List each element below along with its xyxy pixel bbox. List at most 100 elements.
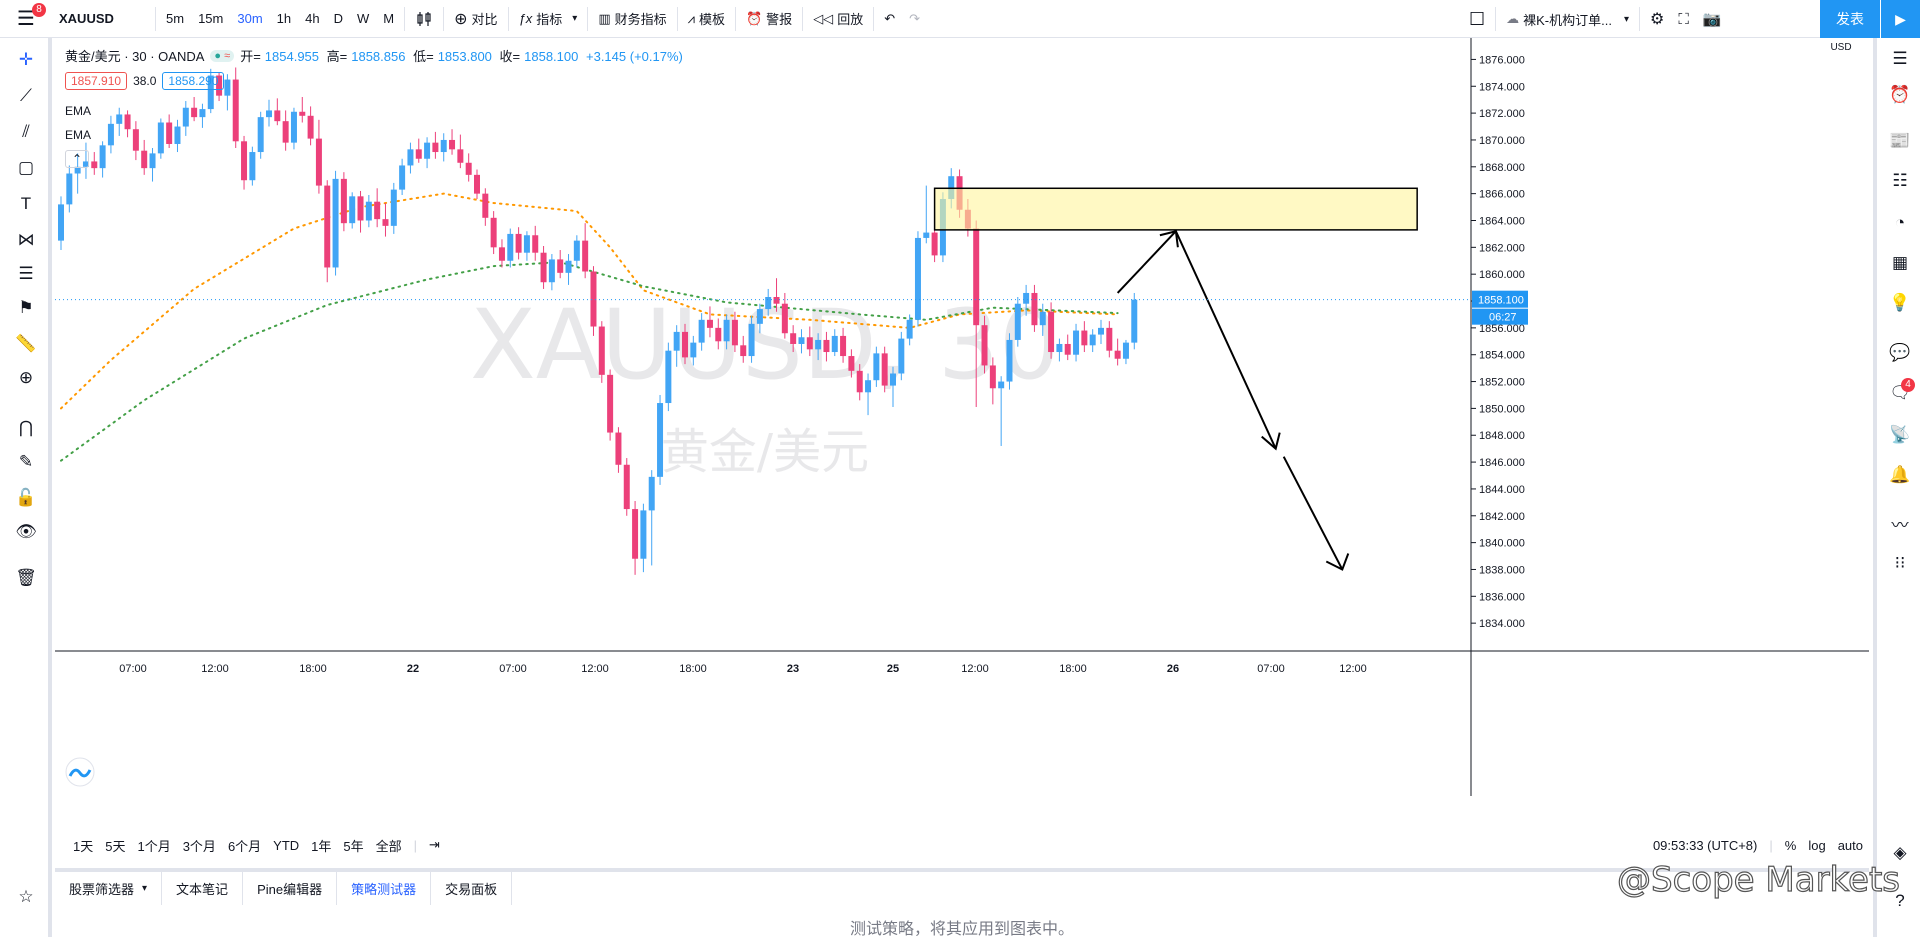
clock-time[interactable]: 09:53:33 (UTC+8)	[1652, 837, 1758, 853]
menu-button[interactable]: ☰ 8	[0, 0, 52, 38]
auto-toggle[interactable]: auto	[1837, 837, 1863, 853]
arrow-down-segment-2[interactable]	[1282, 456, 1344, 570]
templates-button[interactable]: ⩘ 模板	[681, 0, 732, 38]
dom-button[interactable]: ⁝⁝	[1883, 548, 1917, 578]
interval-d[interactable]: D	[333, 11, 343, 26]
fullscreen-button[interactable]: ⛶	[1671, 0, 1696, 38]
magnet-tool[interactable]: ⋂	[12, 414, 40, 442]
undo-button[interactable]: ↶	[877, 0, 902, 38]
snapshot-button[interactable]: 📷	[1696, 0, 1729, 38]
arrow-up-segment[interactable]	[1116, 230, 1177, 294]
time-axis[interactable]: 07:00 12:00 18:00 22 07:00 12:00 18:00 23 25 12:0…	[119, 663, 1367, 675]
shape-tool[interactable]: ▢	[12, 154, 40, 182]
fullscreen-square-button[interactable]: ☐	[1462, 0, 1492, 38]
pattern-tool[interactable]: ⋈	[12, 226, 40, 254]
projection-arrows[interactable]	[1116, 229, 1350, 571]
trendline-tool[interactable]: ⟋	[12, 82, 40, 110]
interval-5m[interactable]: 5m	[166, 11, 185, 26]
collapse-legend-button[interactable]: ⌃	[65, 150, 89, 168]
indicators-button[interactable]: ƒx 指标 ▾	[512, 0, 585, 38]
interval-w[interactable]: W	[356, 11, 370, 26]
price-axis[interactable]: 1876.000 1874.000 1872.000 1870.000 1868.000…	[55, 38, 1869, 796]
range-1y[interactable]: 1年	[311, 838, 332, 854]
lightbulb-icon: 💡	[1889, 293, 1911, 312]
interval-m[interactable]: M	[383, 11, 395, 26]
fib-tool[interactable]: ⫽	[12, 118, 40, 146]
interval-1h[interactable]: 1h	[276, 11, 292, 26]
range-1m[interactable]: 1个月	[137, 838, 171, 854]
tab-stock-screener[interactable]: 股票筛选器 ▾	[55, 872, 163, 905]
chart-type-button[interactable]	[408, 0, 440, 38]
resistance-zone[interactable]	[933, 187, 1418, 231]
crosshair-tool[interactable]: ✛	[12, 46, 40, 74]
candle-body	[865, 380, 872, 393]
candle-body	[157, 122, 164, 154]
tab-pine-editor[interactable]: Pine编辑器	[243, 872, 338, 905]
streams-button[interactable]: 📡	[1883, 420, 1917, 450]
buy-button[interactable]: 1858.290	[162, 72, 225, 90]
alert-button[interactable]: ⏰ 警报	[739, 0, 799, 38]
tab-trading-panel[interactable]: 交易面板	[431, 872, 513, 905]
countdown-box	[1472, 308, 1528, 325]
alerts-log-button[interactable]: 🔔	[1883, 460, 1917, 490]
replay-button[interactable]: ◁◁ 回放	[806, 0, 870, 38]
ema-legend-1[interactable]: EMA	[65, 104, 92, 118]
stay-drawing-tool[interactable]: ✎	[12, 448, 40, 476]
interval-15m[interactable]: 15m	[198, 11, 224, 26]
log-toggle[interactable]: log	[1808, 837, 1826, 853]
ticker-button[interactable]: 〰	[1883, 508, 1917, 538]
zoom-tool[interactable]: ⊕	[12, 364, 40, 392]
tab-strategy-tester[interactable]: 策略测试器	[337, 872, 432, 905]
notifications-button[interactable]: 🗨 4	[1883, 378, 1917, 408]
icons-tool[interactable]: ⚑	[12, 294, 40, 322]
symbol-search[interactable]: XAUUSD	[59, 11, 114, 26]
measure-tool[interactable]: 📏	[12, 330, 40, 358]
text-tool[interactable]: T	[12, 190, 40, 218]
range-ytd[interactable]: YTD	[273, 837, 300, 853]
news-button[interactable]: 📰	[1883, 126, 1917, 156]
range-5d[interactable]: 5天	[105, 838, 126, 854]
hotlist-button[interactable]: ◔	[1883, 208, 1917, 238]
arrow-head-down-1[interactable]	[1261, 432, 1281, 451]
hide-tool[interactable]: 👁	[12, 518, 40, 546]
ideas-button[interactable]: 💡	[1883, 288, 1917, 318]
play-button[interactable]: ▶	[1880, 0, 1920, 38]
zone-rectangle[interactable]	[933, 187, 1418, 231]
help-button[interactable]: ?	[1883, 886, 1917, 916]
remove-tool[interactable]: 🗑	[12, 564, 40, 592]
data-window-button[interactable]: ☷	[1883, 166, 1917, 196]
arrow-down-segment-1[interactable]	[1174, 230, 1277, 450]
arrow-head-down-2[interactable]	[1325, 553, 1350, 571]
range-6m[interactable]: 6个月	[227, 838, 262, 854]
candle-body	[116, 114, 123, 124]
range-3m[interactable]: 3个月	[182, 838, 216, 854]
calendar-button[interactable]: ▦	[1883, 248, 1917, 278]
chats-button[interactable]: 💬	[1883, 338, 1917, 368]
time-tick-label: 07:00	[119, 663, 147, 675]
range-5y[interactable]: 5年	[343, 838, 364, 854]
settings-button[interactable]: ⚙	[1643, 0, 1671, 38]
financials-button[interactable]: ▥ 财务指标	[591, 0, 673, 38]
tab-text-notes[interactable]: 文本笔记	[162, 872, 244, 905]
publish-button[interactable]: 发表	[1820, 0, 1880, 38]
lock-tool[interactable]: 🔓	[12, 484, 40, 512]
favorites-tool[interactable]: ☆	[12, 883, 40, 911]
percent-toggle[interactable]: %	[1784, 837, 1797, 853]
ema-legend-2[interactable]: EMA	[65, 128, 92, 142]
price-chart[interactable]: XAUUSD, 30 黄金/美元 1876.000 1874.000 1872.00…	[55, 38, 1869, 796]
goto-date-button[interactable]: ⇥	[423, 837, 446, 853]
sell-button[interactable]: 1857.910	[65, 72, 128, 90]
range-1d[interactable]: 1天	[73, 838, 94, 854]
layers-button[interactable]: ◈	[1883, 838, 1917, 868]
layout-select[interactable]: ☁ 裸K-机构订单... ▾	[1499, 0, 1636, 38]
range-all[interactable]: 全部	[375, 838, 402, 854]
interval-30m[interactable]: 30m	[237, 11, 263, 26]
market-status-icon[interactable]: ● ≈	[210, 49, 235, 62]
legend-title[interactable]: 黄金/美元 · 30 · OANDA	[65, 49, 205, 64]
interval-4h[interactable]: 4h	[305, 11, 320, 26]
prediction-tool[interactable]: ☰	[12, 260, 40, 288]
redo-button[interactable]: ↷	[902, 0, 927, 38]
alerts-button[interactable]: ⏰	[1883, 80, 1917, 110]
watchlist-button[interactable]: ☰	[1883, 44, 1917, 74]
compare-button[interactable]: ⊕ 对比	[447, 0, 504, 38]
